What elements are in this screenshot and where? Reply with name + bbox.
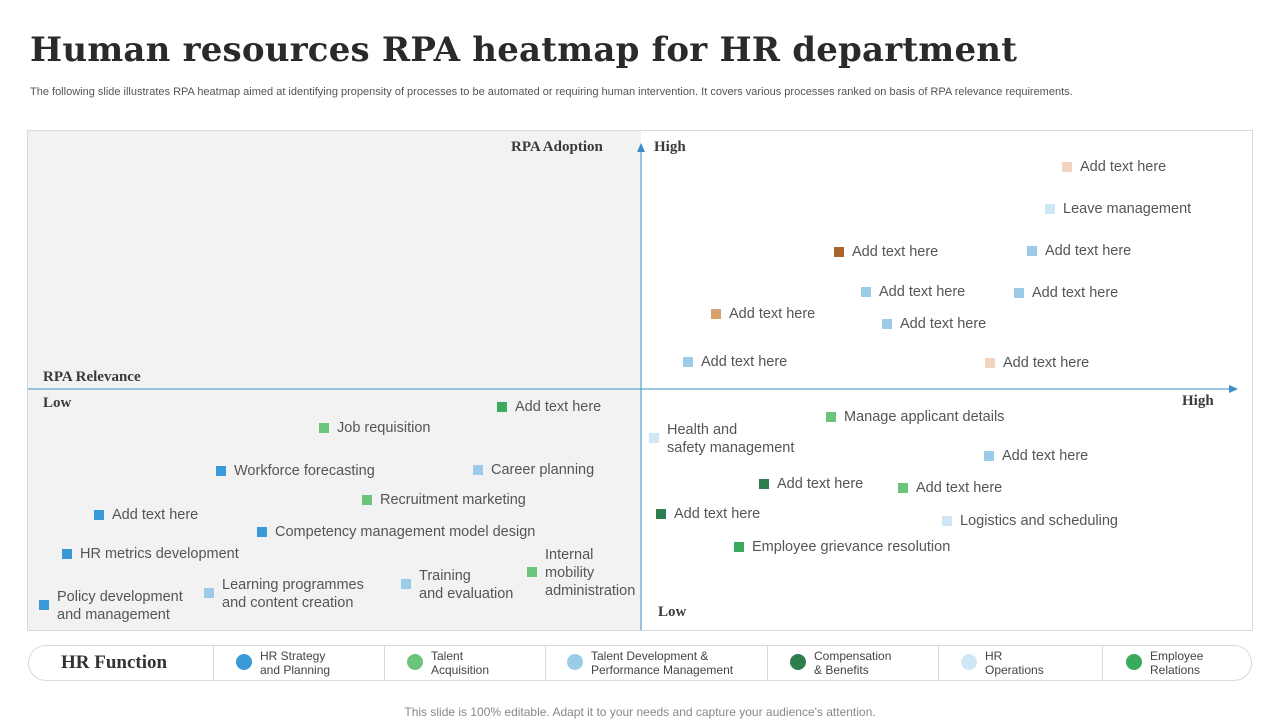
category-dot	[711, 309, 721, 319]
process-label: Job requisition	[337, 420, 431, 436]
axes-svg	[28, 143, 1238, 630]
y-axis-arrow	[637, 143, 645, 152]
category-dot	[649, 433, 659, 443]
y-axis-low: Low	[658, 604, 687, 620]
process-label: Add text here	[852, 244, 939, 260]
page-subtitle: The following slide illustrates RPA heat…	[30, 86, 1073, 98]
category-dot	[942, 516, 952, 526]
category-dot	[759, 479, 769, 489]
category-dot	[204, 588, 214, 598]
process-label: Internal mobility administration	[545, 547, 636, 599]
category-dot	[1027, 246, 1037, 256]
process-label: Workforce forecasting	[234, 463, 375, 479]
footer-note: This slide is 100% editable. Adapt it to…	[404, 705, 876, 719]
legend-divider	[213, 646, 214, 680]
legend-label: HR Strategy and Planning	[260, 649, 331, 677]
process-label: Add text here	[1080, 159, 1167, 175]
page-title: Human resources RPA heatmap for HR depar…	[30, 30, 1018, 70]
legend-divider	[545, 646, 546, 680]
process-label: Competency management model design	[275, 524, 536, 540]
category-dot	[401, 579, 411, 589]
process-label: Add text here	[112, 507, 199, 523]
x-axis-high: High	[1182, 393, 1214, 409]
category-dot	[826, 412, 836, 422]
legend-divider	[384, 646, 385, 680]
process-label: Add text here	[916, 480, 1003, 496]
process-label: Add text here	[674, 506, 761, 522]
quadrant-top-left	[28, 131, 641, 389]
category-dot	[1014, 288, 1024, 298]
category-dot	[62, 549, 72, 559]
process-label: Add text here	[729, 306, 816, 322]
legend-dot	[407, 654, 423, 670]
process-label: Add text here	[1045, 243, 1132, 259]
process-label: Add text here	[701, 354, 788, 370]
category-dot	[497, 402, 507, 412]
legend-divider	[938, 646, 939, 680]
process-label: Manage applicant details	[844, 409, 1005, 425]
category-dot	[1062, 162, 1072, 172]
process-label: HR metrics development	[80, 546, 239, 562]
process-label: Career planning	[491, 462, 595, 478]
process-label: Add text here	[1032, 285, 1119, 301]
category-dot	[362, 495, 372, 505]
legend-title: HR Function	[61, 652, 168, 673]
category-dot	[656, 509, 666, 519]
quadrant-bottom-left	[28, 389, 641, 630]
category-dot	[94, 510, 104, 520]
category-dot	[473, 465, 483, 475]
legend-dot	[236, 654, 252, 670]
category-dot	[985, 358, 995, 368]
legend-label: Employee Relations	[1150, 649, 1204, 677]
category-dot	[734, 542, 744, 552]
process-label: Add text here	[1003, 355, 1090, 371]
process-label: Training and evaluation	[419, 568, 514, 602]
category-dot	[984, 451, 994, 461]
process-label: Add text here	[777, 476, 864, 492]
process-label: Recruitment marketing	[380, 492, 526, 508]
category-dot	[898, 483, 908, 493]
legend-dot	[961, 654, 977, 670]
category-dot	[882, 319, 892, 329]
category-dot	[39, 600, 49, 610]
x-axis-label: RPA Relevance	[43, 369, 141, 385]
legend-dot	[790, 654, 806, 670]
x-axis-low: Low	[43, 395, 72, 411]
category-dot	[527, 567, 537, 577]
x-axis-arrow	[1229, 385, 1238, 393]
process-label: Health and safety management	[667, 422, 795, 456]
category-dot	[683, 357, 693, 367]
process-label: Logistics and scheduling	[960, 513, 1118, 529]
legend-label: Talent Acquisition	[431, 649, 490, 677]
legend-label: Talent Development & Performance Managem…	[591, 649, 734, 677]
category-dot	[257, 527, 267, 537]
legend: HR Function HR Strategy and Planning Tal…	[28, 645, 1252, 681]
heatmap-chart: RPA Adoption High Low RPA Relevance Low …	[27, 130, 1253, 631]
category-dot	[861, 287, 871, 297]
process-label: Add text here	[879, 284, 966, 300]
category-dot	[834, 247, 844, 257]
legend-divider	[767, 646, 768, 680]
legend-divider	[1102, 646, 1103, 680]
legend-dot	[1126, 654, 1142, 670]
process-label: Policy development and management	[57, 589, 183, 623]
category-dot	[1045, 204, 1055, 214]
y-axis-high: High	[654, 139, 686, 155]
process-label: Add text here	[1002, 448, 1089, 464]
process-label: Add text here	[900, 316, 987, 332]
category-dot	[319, 423, 329, 433]
process-label: Learning programmes and content creation	[222, 577, 364, 611]
legend-label: HR Operations	[985, 649, 1044, 677]
legend-dot	[567, 654, 583, 670]
process-label: Add text here	[515, 399, 602, 415]
process-label: Leave management	[1063, 201, 1192, 217]
process-label: Employee grievance resolution	[752, 539, 951, 555]
y-axis-label: RPA Adoption	[511, 139, 603, 155]
legend-label: Compensation & Benefits	[814, 649, 892, 677]
category-dot	[216, 466, 226, 476]
